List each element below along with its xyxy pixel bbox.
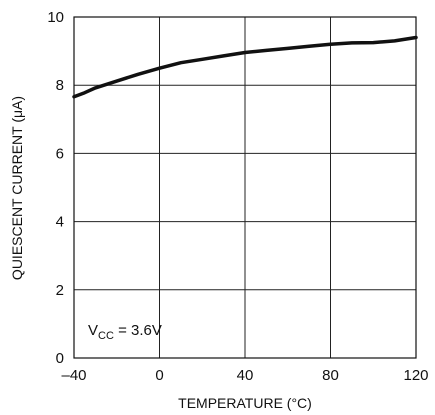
x-tick-label: 120 — [403, 367, 428, 384]
y-tick-label: 6 — [56, 145, 64, 162]
x-tick-labels: –40 0 40 80 120 — [61, 367, 428, 384]
y-axis-label: QUIESCENT CURRENT (μA) — [9, 96, 25, 280]
y-tick-label: 0 — [56, 350, 64, 367]
series-line — [72, 35, 418, 99]
vcc-annotation-main: V — [88, 322, 98, 339]
series-group — [72, 35, 418, 99]
plot-frame — [73, 16, 417, 359]
vcc-annotation: VCC = 3.6V — [88, 322, 162, 342]
x-axis-label: TEMPERATURE (°C) — [178, 395, 312, 411]
y-tick-label: 4 — [56, 214, 64, 231]
x-tick-label: –40 — [61, 367, 86, 384]
y-tick-label: 2 — [56, 282, 64, 299]
x-tick-label: 40 — [237, 367, 254, 384]
vcc-annotation-sub: CC — [98, 330, 114, 342]
grid — [74, 17, 416, 358]
vcc-annotation-rest: = 3.6V — [114, 322, 162, 339]
y-tick-labels: 0 2 4 6 8 10 — [47, 9, 64, 367]
y-tick-label: 10 — [47, 9, 64, 26]
x-tick-label: 0 — [155, 367, 163, 384]
x-tick-label: 80 — [322, 367, 339, 384]
y-tick-label: 8 — [56, 77, 64, 94]
